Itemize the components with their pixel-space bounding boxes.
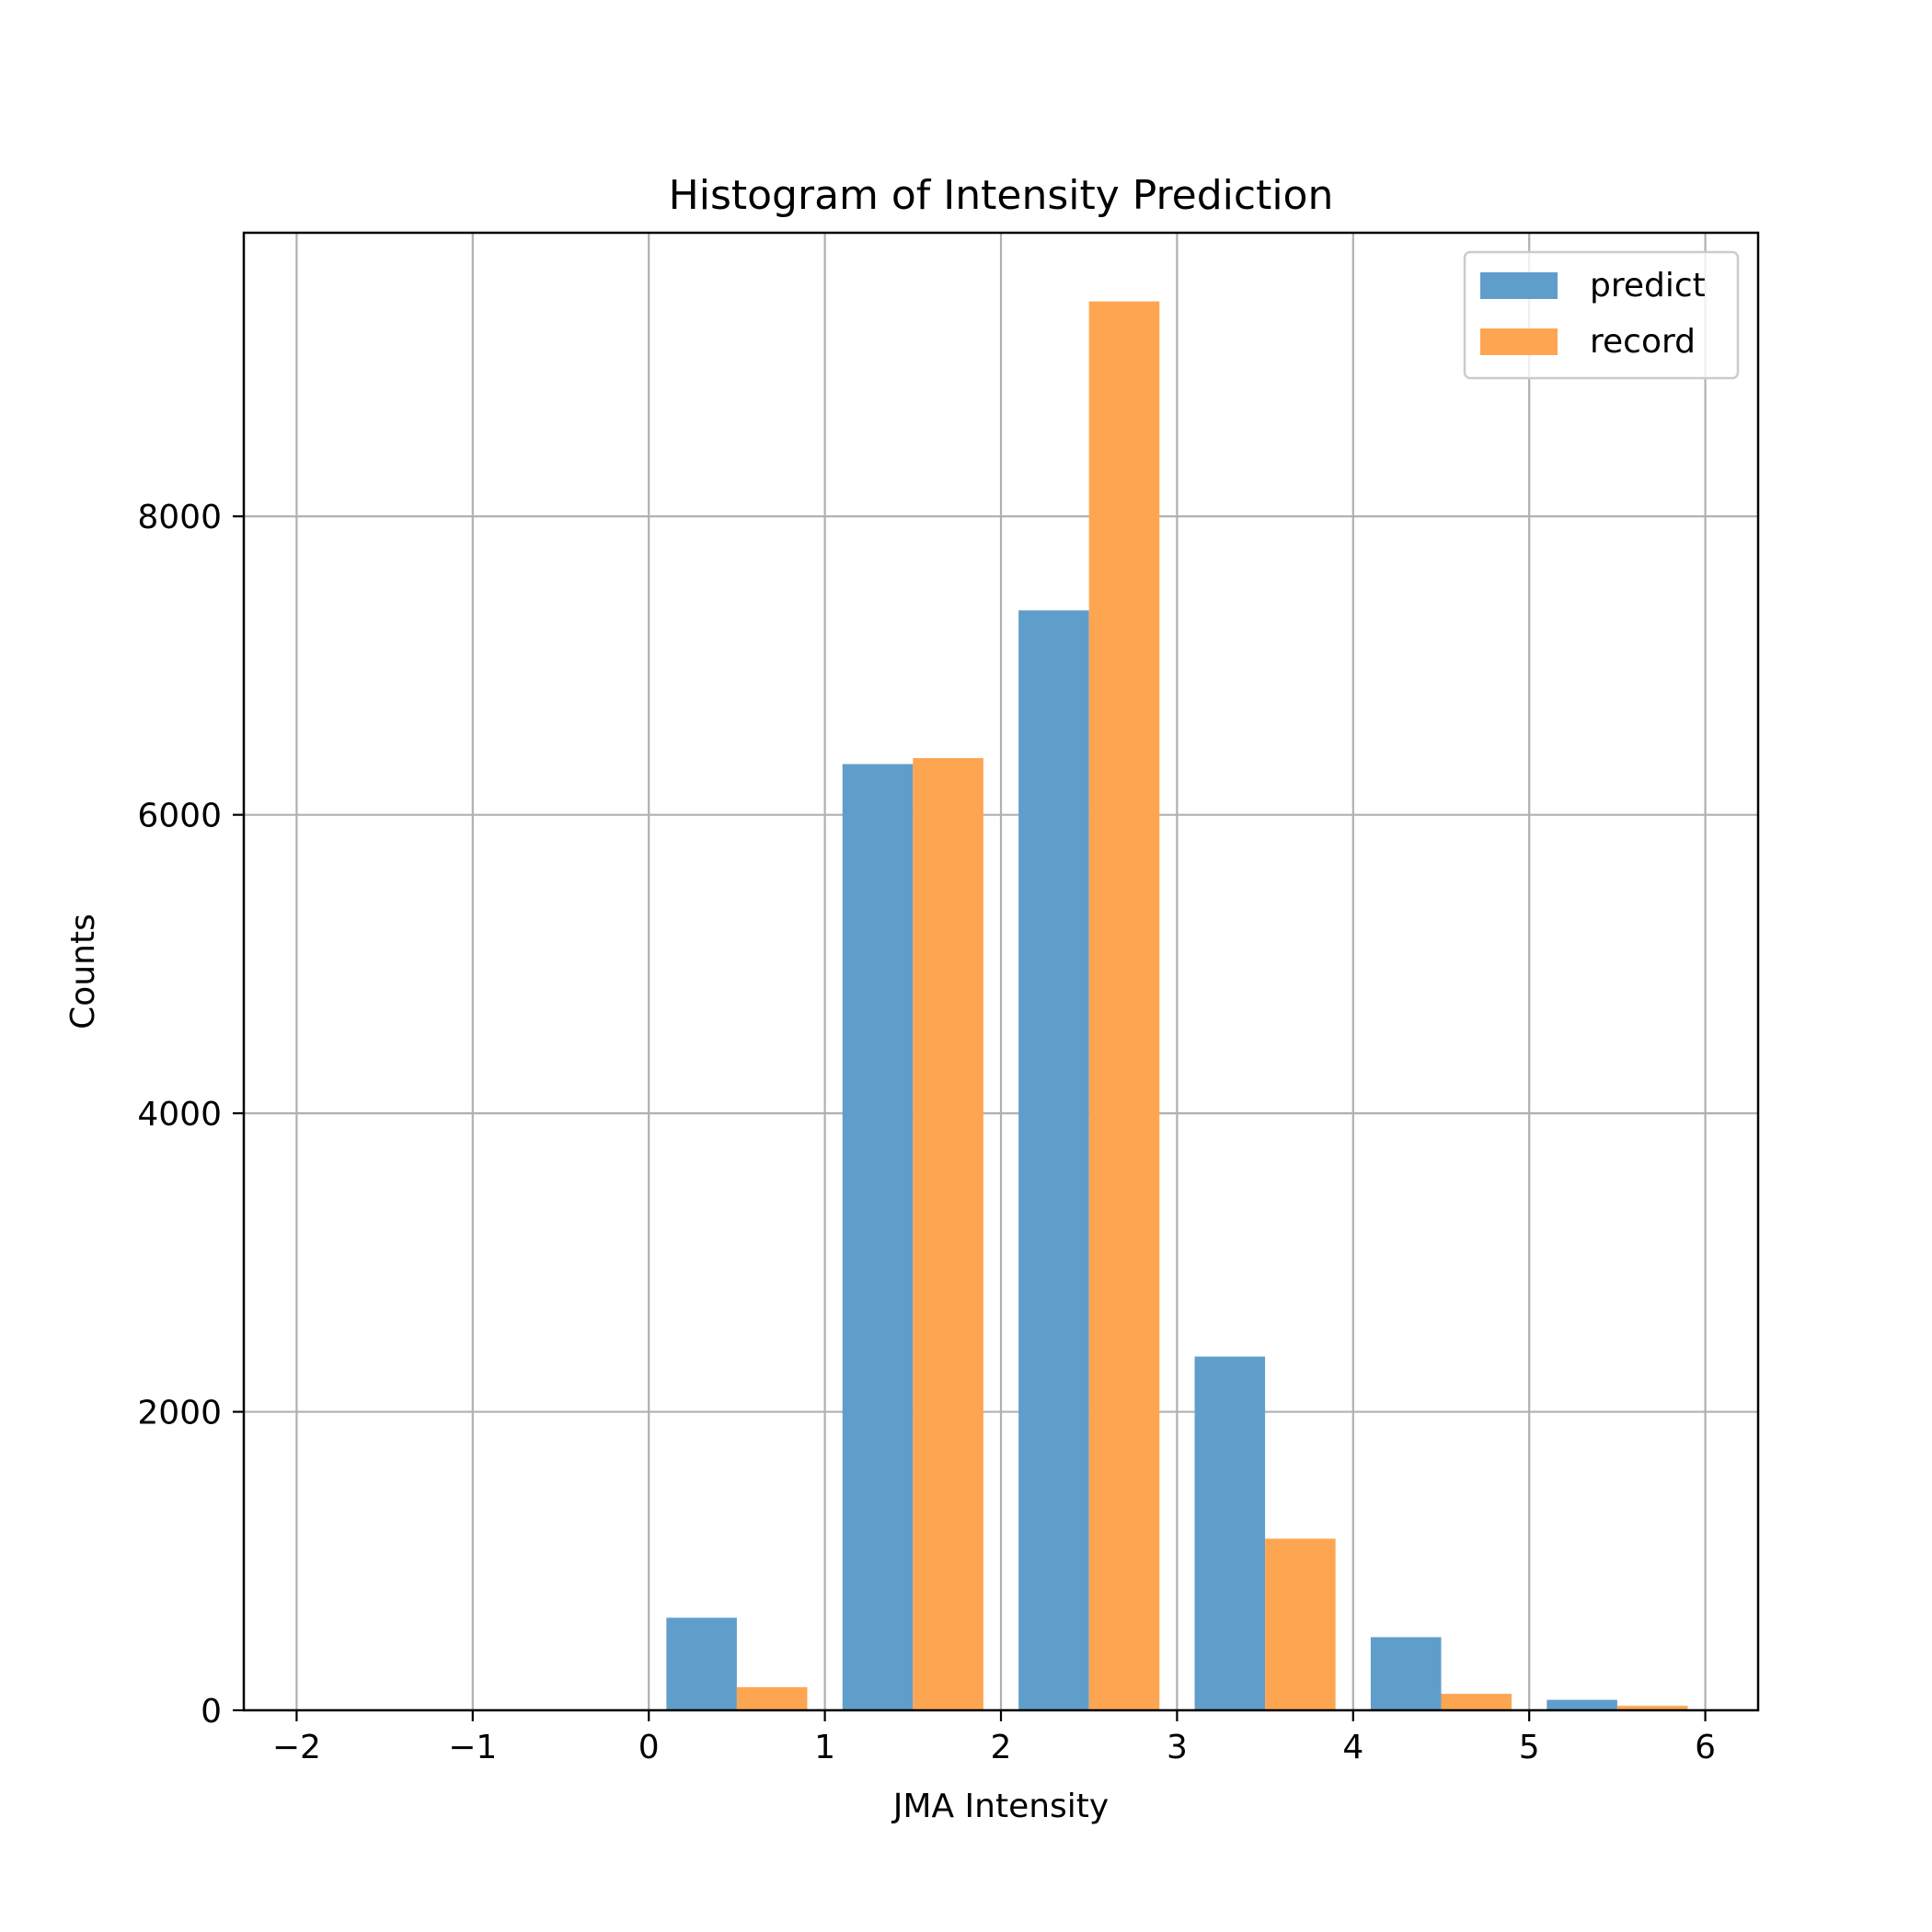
bar-predict-bin-4 <box>1018 610 1089 1710</box>
x-tick-label: 6 <box>1695 1729 1716 1766</box>
x-tick-label: 4 <box>1342 1729 1363 1766</box>
y-axis-label: Counts <box>64 914 102 1029</box>
y-tick-label: 8000 <box>137 499 222 536</box>
bar-predict-bin-5 <box>1194 1356 1266 1710</box>
bars <box>666 301 1688 1711</box>
bar-predict-bin-7 <box>1547 1699 1617 1710</box>
x-tick-label: −2 <box>272 1729 321 1766</box>
bar-record-bin-4 <box>1088 301 1160 1711</box>
bar-predict-bin-2 <box>666 1617 737 1710</box>
chart-title: Histogram of Intensity Prediction <box>669 172 1334 219</box>
bar-record-bin-3 <box>913 758 983 1710</box>
bar-predict-bin-3 <box>842 764 914 1710</box>
x-tick-label: 2 <box>991 1729 1012 1766</box>
x-tick-label: 5 <box>1519 1729 1540 1766</box>
legend-label-predict: predict <box>1590 267 1706 305</box>
x-tick-label: 3 <box>1167 1729 1188 1766</box>
y-tick-label: 6000 <box>137 798 222 835</box>
bar-record-bin-2 <box>736 1686 808 1710</box>
bar-record-bin-6 <box>1441 1694 1512 1710</box>
y-tick-label: 2000 <box>137 1395 222 1432</box>
x-axis-label: JMA Intensity <box>891 1788 1109 1825</box>
axis-ticks: −2 −1 0 1 2 3 4 5 6 0 2000 4000 6000 8000 <box>137 499 1716 1766</box>
legend-label-record: record <box>1590 323 1696 361</box>
bar-record-bin-7 <box>1616 1706 1688 1710</box>
x-tick-label: 1 <box>814 1729 835 1766</box>
x-tick-label: −1 <box>448 1729 497 1766</box>
legend: predict record <box>1463 250 1740 380</box>
legend-swatch-predict <box>1480 272 1558 299</box>
legend-swatch-record <box>1480 328 1558 355</box>
bar-predict-bin-6 <box>1370 1637 1442 1710</box>
y-tick-label: 0 <box>201 1693 222 1731</box>
x-tick-label: 0 <box>638 1729 660 1766</box>
y-tick-label: 4000 <box>137 1096 222 1133</box>
bar-record-bin-5 <box>1265 1538 1336 1710</box>
